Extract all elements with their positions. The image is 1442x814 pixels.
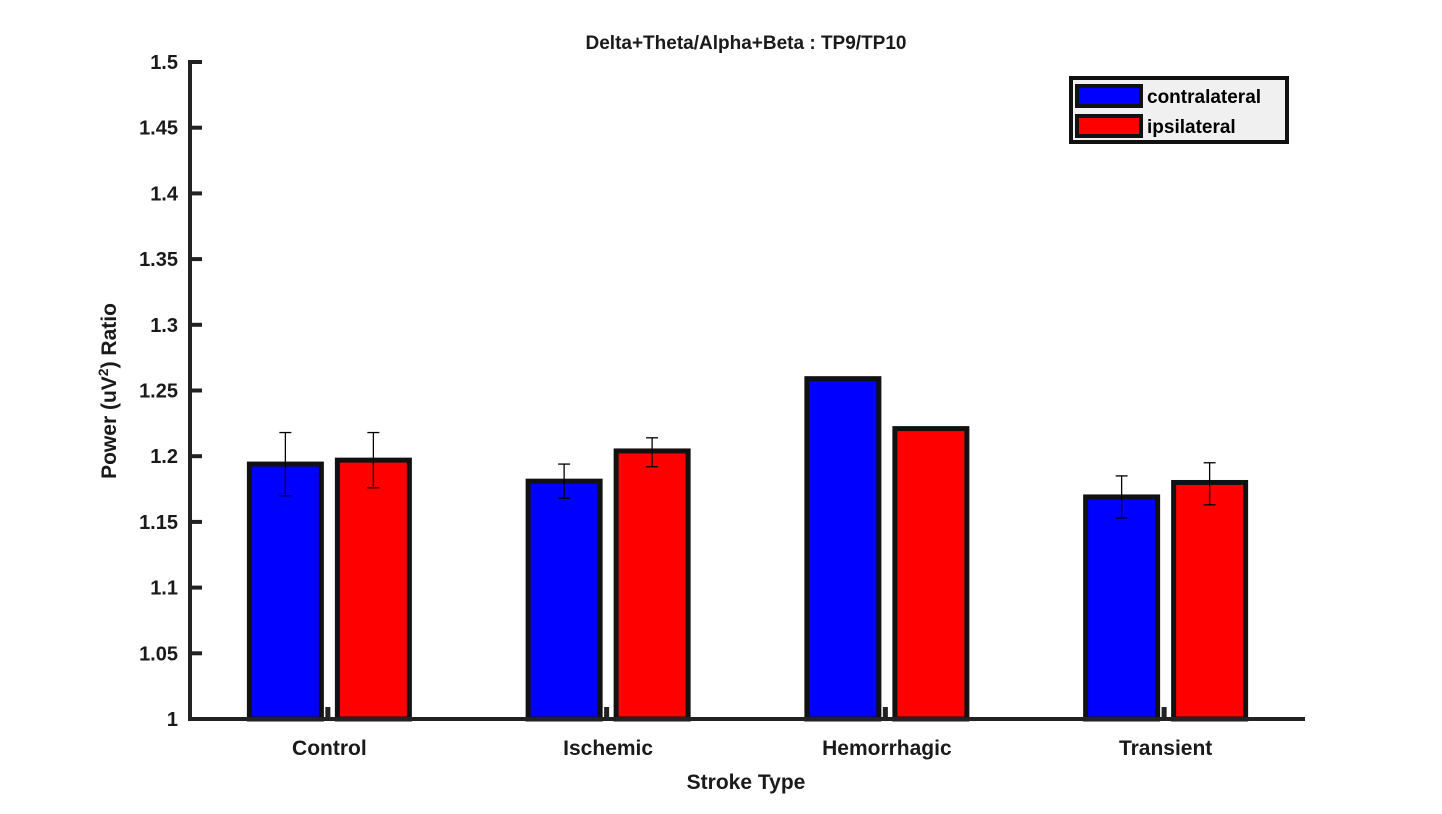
x-tick-control bbox=[325, 707, 331, 719]
y-tick-label: 1.25 bbox=[139, 381, 178, 403]
error-bar-ipsilateral-transient bbox=[1203, 462, 1216, 506]
error-bar-ipsilateral-ischemic bbox=[646, 437, 659, 468]
x-category-label: Transient bbox=[1119, 737, 1212, 760]
bar-contralateral-hemorrhagic bbox=[804, 376, 882, 722]
bar-contralateral-control bbox=[246, 461, 324, 722]
bar-ipsilateral-ischemic bbox=[613, 448, 691, 722]
y-tick-label: 1.4 bbox=[150, 183, 179, 205]
legend-label-contralateral: contralateral bbox=[1147, 87, 1261, 108]
y-tick-label: 1.35 bbox=[139, 249, 178, 271]
legend-swatch-contralateral bbox=[1075, 84, 1143, 108]
x-tick-ischemic bbox=[604, 707, 610, 719]
x-tick-transient bbox=[1161, 707, 1167, 719]
legend-label-ipsilateral: ipsilateral bbox=[1147, 117, 1236, 138]
error-bar-ipsilateral-control bbox=[367, 431, 380, 489]
chart-title: Delta+Theta/Alpha+Beta : TP9/TP10 bbox=[586, 33, 907, 54]
error-bars-layer bbox=[279, 431, 1216, 519]
bars-layer bbox=[246, 376, 1249, 722]
bar-contralateral-transient bbox=[1083, 494, 1161, 722]
y-tick-label: 1.1 bbox=[150, 578, 178, 600]
bar-contralateral-ischemic bbox=[525, 478, 603, 722]
bar-ipsilateral-control bbox=[334, 457, 412, 722]
legend: contralateral ipsilateral bbox=[1069, 76, 1289, 144]
legend-swatch-ipsilateral bbox=[1075, 114, 1143, 138]
x-categories-layer: Control Ischemic Hemorrhagic Transient bbox=[292, 737, 1212, 760]
y-axis-label-main: Power (uV bbox=[98, 376, 121, 479]
bar-ipsilateral-hemorrhagic bbox=[892, 426, 970, 722]
x-category-label: Control bbox=[292, 737, 367, 760]
x-category-label: Ischemic bbox=[563, 737, 653, 760]
y-axis-label-sup: 2 bbox=[95, 368, 111, 376]
x-category-label: Hemorrhagic bbox=[822, 737, 952, 760]
x-axis-label: Stroke Type bbox=[687, 771, 806, 794]
y-tick-label: 1.45 bbox=[139, 118, 178, 140]
y-axis-label-suffix: ) Ratio bbox=[98, 303, 121, 368]
y-tick-label: 1.5 bbox=[150, 52, 178, 74]
bar-ipsilateral-transient bbox=[1171, 479, 1249, 722]
error-bar-contralateral-ischemic bbox=[558, 463, 571, 499]
y-ticks-layer: 1 1.05 1.1 1.15 1.2 1.25 1.3 1.35 1.4 1.45 1.5 bbox=[139, 52, 202, 731]
y-tick-label: 1.2 bbox=[150, 446, 178, 468]
y-tick-label: 1.15 bbox=[139, 512, 178, 534]
y-tick-label: 1.3 bbox=[150, 315, 178, 337]
y-tick-label: 1.05 bbox=[139, 643, 178, 665]
y-axis-label: Power (uV2) Ratio bbox=[95, 303, 121, 479]
error-bar-contralateral-transient bbox=[1115, 475, 1128, 519]
x-tick-hemorrhagic bbox=[882, 707, 888, 719]
error-bar-contralateral-control bbox=[279, 431, 292, 497]
y-tick-label: 1 bbox=[167, 709, 178, 731]
